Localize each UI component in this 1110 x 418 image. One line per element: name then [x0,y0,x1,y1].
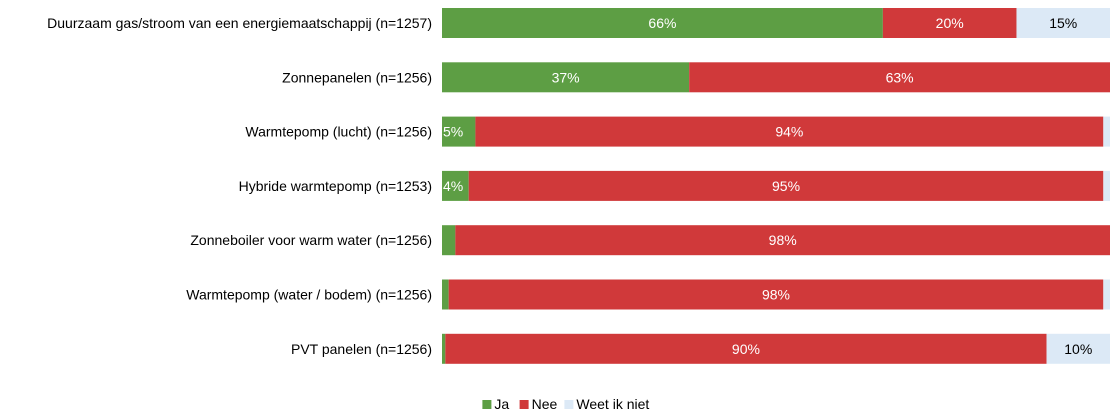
data-label: 5% [443,124,463,140]
data-label: 95% [772,178,800,194]
legend: Ja Nee Weet ik niet [482,396,649,412]
category-label: Hybride warmtepomp (n=1253) [239,178,432,194]
bar-segment-weet-ik-niet [1103,279,1110,310]
category-label: Zonnepanelen (n=1256) [282,69,432,85]
data-label: 4% [443,178,463,194]
category-label: Duurzaam gas/stroom van een energiemaats… [47,15,432,31]
bar-segment-nee [445,333,1047,364]
legend-item: Nee [519,396,558,412]
bar-segment-weet-ik-niet [1046,333,1110,364]
data-label: 94% [775,124,803,140]
bar-row: Warmtepomp (water / bodem) (n=1256) 98% [186,279,1110,310]
bar-segment-ja [442,62,690,93]
bar-row: Warmtepomp (lucht) (n=1256) 5% 94% [245,116,1110,147]
legend-swatch [482,400,492,409]
data-label: 66% [648,15,676,31]
category-label: Warmtepomp (water / bodem) (n=1256) [186,287,432,303]
bar-segment-weet-ik-niet [1103,170,1110,201]
bar-segment-nee [455,225,1110,256]
data-label: 20% [936,15,964,31]
data-label: 37% [552,69,580,85]
bar-row: Hybride warmtepomp (n=1253) 4% 95% [239,170,1110,201]
data-label: 98% [762,287,790,303]
bar-segment-nee [475,116,1104,147]
legend-label: Nee [532,396,558,412]
bar-row: PVT panelen (n=1256) 90% 10% [291,333,1110,364]
data-label: 98% [769,232,797,248]
data-label: 90% [732,341,760,357]
legend-swatch [564,400,574,409]
plot-area: Duurzaam gas/stroom van een energiemaats… [47,8,1110,364]
bar-segment-ja [442,333,446,364]
legend-item: Ja [482,396,509,412]
bar-segment-weet-ik-niet [1016,8,1110,38]
legend-item: Weet ik niet [564,396,649,412]
bar-segment-ja [442,225,456,256]
bar-row: Zonnepanelen (n=1256) 37% 63% [282,62,1110,93]
bar-row: Duurzaam gas/stroom van een energiemaats… [47,8,1110,38]
legend-swatch [519,400,529,409]
bar-row: Zonneboiler voor warm water (n=1256) 98% [190,225,1110,256]
bar-segment-nee [689,62,1110,93]
bar-segment-ja [442,8,883,38]
bar-segment-ja [442,279,449,310]
category-label: Zonneboiler voor warm water (n=1256) [190,232,432,248]
data-label: 63% [886,69,914,85]
bar-segment-ja [442,116,476,147]
category-label: PVT panelen (n=1256) [291,341,432,357]
bar-segment-nee [882,8,1017,38]
bar-segment-ja [442,170,469,201]
data-label: 10% [1064,341,1092,357]
bar-segment-weet-ik-niet [1103,116,1110,147]
bar-segment-nee [468,170,1104,201]
bar-segment-nee [448,279,1104,310]
legend-label: Weet ik niet [576,396,649,412]
data-label: 15% [1049,15,1077,31]
legend-label: Ja [494,396,509,412]
category-label: Warmtepomp (lucht) (n=1256) [245,124,432,140]
